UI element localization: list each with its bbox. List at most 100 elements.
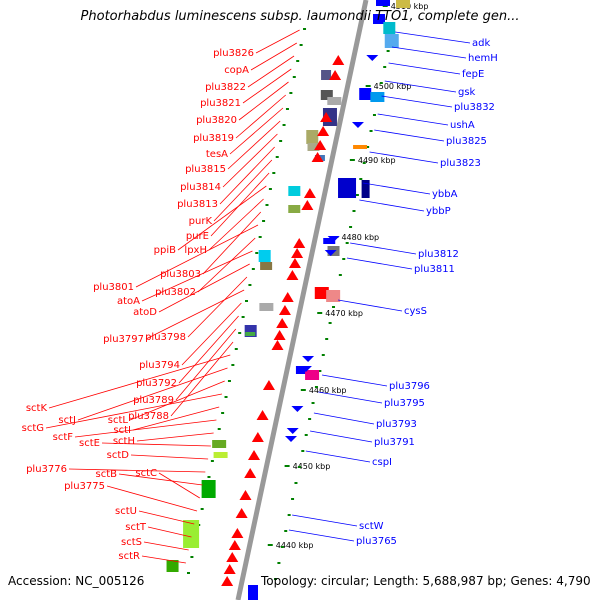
left-gene-label: atoD [133, 307, 157, 318]
right-label-leader [363, 183, 430, 194]
left-label-leader [228, 121, 280, 169]
left-gene-label: plu3821 [200, 98, 241, 109]
scale-dot [252, 268, 255, 270]
right-label-leader [289, 530, 354, 541]
right-gene-label: cspI [372, 457, 392, 468]
scale-dot [352, 210, 355, 212]
gene-block [376, 0, 390, 6]
left-gene-label: plu3789 [133, 395, 174, 406]
scale-dot [238, 332, 241, 334]
scale-dot [225, 396, 228, 398]
forward-arrow [263, 380, 275, 390]
scale-dot [190, 556, 193, 558]
tick-mark [350, 159, 355, 161]
scale-dot [305, 434, 308, 436]
left-gene-label: sctI [113, 425, 131, 436]
tick-mark [301, 389, 306, 391]
scale-dot [259, 236, 262, 238]
scale-dot [284, 530, 287, 532]
scale-dot [359, 178, 362, 180]
right-gene-label: ybbA [432, 189, 458, 200]
tick-mark [285, 465, 290, 467]
gene-block [245, 332, 255, 336]
gene-block [338, 178, 356, 198]
right-label-leader [395, 32, 470, 43]
gene-block [370, 92, 384, 102]
scale-dot [276, 156, 279, 158]
left-label-leader [131, 455, 208, 459]
forward-arrow [279, 305, 291, 315]
reverse-arrow [366, 55, 378, 61]
topology-label: Topology: circular; Length: 5,688,987 bp… [261, 574, 591, 588]
scale-dot [291, 498, 294, 500]
left-label-leader [139, 511, 194, 524]
right-label-leader [378, 114, 448, 125]
gene-block [202, 480, 216, 498]
forward-arrow [317, 126, 329, 136]
scale-dot [293, 76, 296, 78]
right-gene-label: ushA [450, 120, 475, 131]
left-gene-label: purK [189, 216, 213, 227]
tick-mark [268, 544, 273, 546]
scale-dot [315, 386, 318, 388]
gene-block [385, 34, 399, 48]
forward-arrow [289, 258, 301, 268]
scale-dot [339, 274, 342, 276]
scale-dot [288, 514, 291, 516]
right-gene-label: cysS [404, 306, 427, 317]
blue-end-marker [248, 585, 258, 600]
forward-arrow [274, 330, 286, 340]
left-label-leader [119, 474, 203, 485]
scale-dot [325, 338, 328, 340]
left-gene-label: plu3822 [205, 82, 246, 93]
left-gene-label: plu3801 [93, 282, 134, 293]
forward-arrow [286, 270, 298, 280]
scale-dot [383, 66, 386, 68]
left-gene-label: plu3794 [139, 360, 180, 371]
left-gene-label: sctE [79, 438, 100, 449]
forward-arrow [276, 318, 288, 328]
gene-block [321, 70, 331, 80]
scale-dot [283, 124, 286, 126]
forward-arrow [248, 450, 260, 460]
right-gene-label: hemH [468, 53, 498, 64]
scale-dot [329, 322, 332, 324]
left-gene-label: plu3820 [196, 115, 237, 126]
left-gene-label: plu3802 [155, 287, 196, 298]
right-gene-label: plu3796 [389, 381, 430, 392]
scale-dot [294, 482, 297, 484]
left-gene-label: copA [224, 65, 249, 76]
right-label-leader [389, 63, 460, 74]
left-label-leader [75, 420, 216, 437]
scale-dot [242, 316, 245, 318]
scale-dot [380, 82, 383, 84]
scale-dot [301, 450, 304, 452]
left-gene-label: plu3798 [145, 332, 186, 343]
left-gene-label: sctR [118, 551, 140, 562]
left-gene-label: sctT [125, 522, 147, 533]
scale-dot [387, 50, 390, 52]
left-gene-label: atoA [117, 296, 140, 307]
right-label-leader [392, 47, 466, 58]
scale-dot [207, 476, 210, 478]
left-gene-label: plu3803 [160, 269, 201, 280]
left-gene-label: sctB [96, 469, 118, 480]
right-label-leader [318, 392, 382, 403]
right-label-leader [350, 243, 416, 254]
right-gene-label: ybbP [426, 206, 451, 217]
right-label-leader [292, 515, 357, 526]
right-gene-label: sctW [359, 521, 384, 532]
left-gene-label: sctK [26, 403, 48, 414]
forward-arrow [282, 292, 294, 302]
left-label-leader [179, 316, 239, 383]
forward-arrow [226, 552, 238, 562]
gene-block [214, 452, 228, 458]
right-gene-label: plu3793 [376, 419, 417, 430]
gene-block [260, 262, 272, 270]
tick-label: 4500 kbp [374, 82, 412, 91]
left-gene-label: plu3813 [177, 199, 218, 210]
gene-block [288, 186, 300, 196]
scale-dot [269, 188, 272, 190]
left-gene-label: plu3826 [213, 48, 254, 59]
forward-arrow [229, 540, 241, 550]
